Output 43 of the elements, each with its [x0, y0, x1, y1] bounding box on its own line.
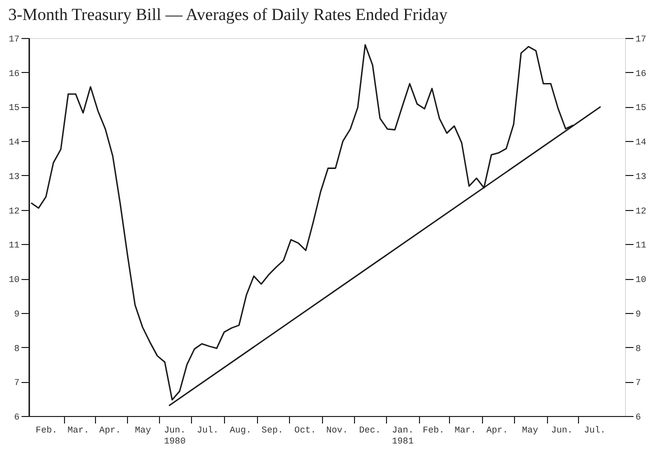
y2-tick-label: 17: [636, 34, 646, 44]
x-tick-label: Apr.: [99, 426, 121, 436]
x-tick-label: May: [134, 426, 152, 436]
x-tick-label: Dec.: [359, 426, 381, 436]
x-tick-label: Feb.: [36, 426, 58, 436]
y-tick-label: 7: [14, 378, 20, 388]
y-tick-label: 10: [8, 275, 20, 286]
y-tick-label: 12: [8, 206, 20, 216]
x-tick-label: Jul.: [196, 426, 218, 436]
y-tick-label: 9: [14, 309, 20, 320]
y-tick-label: 17: [8, 34, 20, 44]
y-tick-label: 16: [8, 68, 20, 79]
y2-tick-label: 8: [636, 344, 641, 354]
y2-tick-label: 14: [636, 138, 646, 148]
y2-tick-label: 15: [636, 103, 646, 114]
x-tick-label: Aug.: [230, 426, 252, 436]
y-tick-label: 14: [8, 138, 20, 148]
x-tick-label: Mar.: [454, 426, 476, 436]
y2-tick-label: 16: [636, 68, 646, 79]
x-tick-label: Mar.: [67, 426, 90, 436]
x-tick-label: May: [522, 426, 539, 436]
y2-tick-label: 10: [636, 275, 646, 286]
x-tick-label: Jul.: [584, 426, 606, 436]
chart-title: 3-Month Treasury Bill — Averages of Daily Rates Ended Friday: [8, 5, 448, 24]
x-tick-label: Feb.: [422, 426, 444, 436]
x-tick-label: Jun.: [551, 426, 573, 436]
y2-tick-label: 9: [636, 309, 641, 320]
y2-tick-label: 13: [636, 172, 646, 182]
y2-tick-label: 12: [636, 206, 646, 216]
y-tick-label: 13: [8, 172, 20, 182]
x-tick-label: Jan. 1981: [392, 426, 414, 446]
y-tick-label: 11: [8, 240, 20, 251]
y2-tick-label: 6: [636, 412, 641, 422]
x-tick-label: Nov.: [326, 426, 348, 436]
x-tick-label: Jun. 1980: [164, 426, 186, 446]
y2-tick-label: 11: [636, 240, 646, 251]
x-tick-label: Oct.: [294, 426, 316, 436]
x-tick-label: Sep.: [262, 426, 284, 436]
y-tick-label: 6: [14, 412, 20, 422]
y-tick-label: 8: [14, 344, 20, 354]
x-tick-label: Apr.: [486, 426, 508, 436]
y-tick-label: 15: [8, 103, 20, 114]
y2-tick-label: 7: [636, 378, 641, 388]
